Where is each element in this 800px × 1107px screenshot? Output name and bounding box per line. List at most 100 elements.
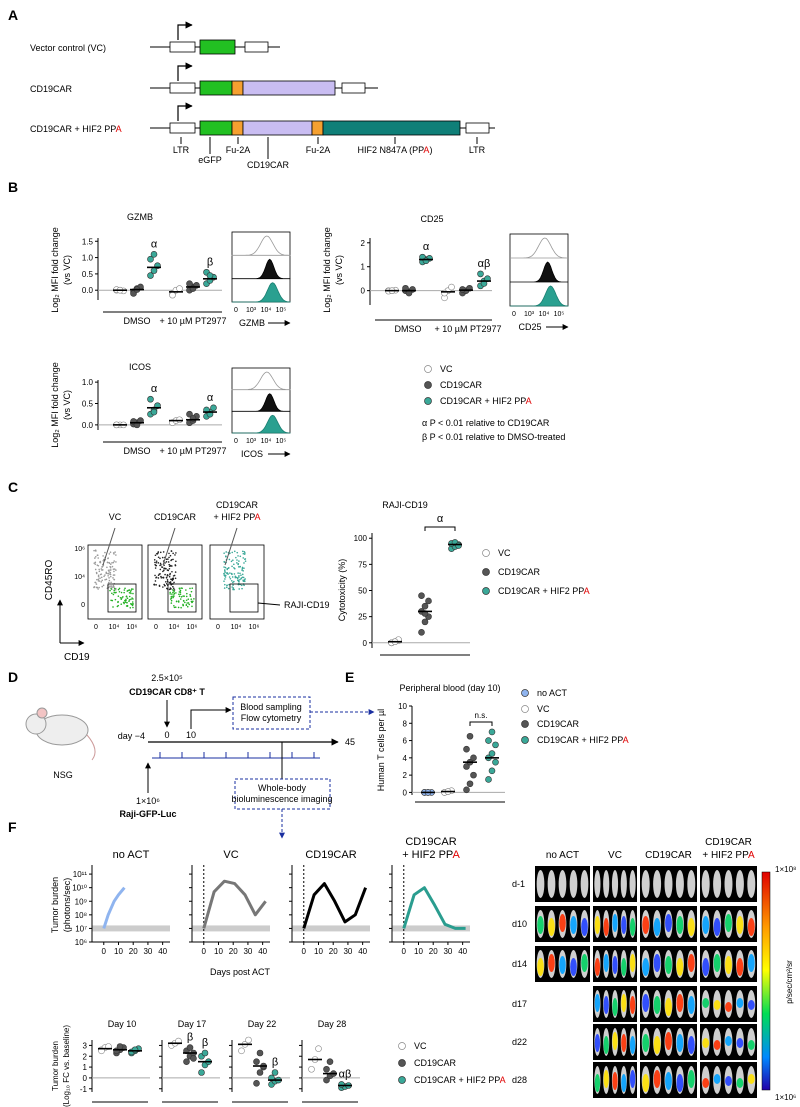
signal — [548, 918, 555, 936]
construct-element — [242, 80, 336, 96]
signal — [642, 916, 650, 934]
event-dot — [154, 554, 157, 557]
data-point — [463, 786, 470, 794]
event-dot — [94, 581, 97, 584]
event-dot — [107, 574, 109, 577]
event-dot — [165, 581, 167, 583]
scale-label: 1×10⁸ — [775, 865, 796, 874]
target-dot — [113, 589, 116, 592]
event-dot — [231, 576, 234, 578]
target-dot — [185, 599, 188, 602]
construct-annotation: HIF2 N847A (PPA) — [358, 145, 433, 155]
event-dot — [236, 562, 238, 564]
significance: αβ — [478, 258, 491, 270]
event-dot — [239, 565, 242, 568]
mouse-image — [620, 870, 627, 898]
event-dot — [172, 552, 174, 555]
construct-label: CD19CAR — [30, 84, 73, 94]
event-dot — [96, 554, 99, 557]
flow-title: + HIF2 PPA — [213, 512, 260, 522]
event-dot — [100, 568, 103, 570]
target-dot — [111, 599, 114, 602]
signal — [725, 914, 732, 932]
target-dot — [189, 593, 191, 596]
data-point — [206, 272, 214, 279]
y-tick-label: 2 — [403, 771, 408, 780]
event-dot — [94, 561, 97, 564]
data-point — [466, 780, 474, 788]
mouse-image — [580, 870, 589, 898]
y-tick-label: 4 — [403, 754, 408, 763]
signal — [629, 918, 636, 936]
baseline-band — [392, 925, 470, 932]
event-dot — [112, 574, 115, 576]
panel-letter: C — [8, 479, 18, 495]
signal — [594, 916, 601, 934]
signal — [621, 958, 627, 976]
signal — [653, 1036, 661, 1054]
event-dot — [154, 563, 156, 566]
event-dot — [100, 576, 103, 579]
signal — [687, 996, 695, 1014]
mouse-ear — [36, 707, 48, 719]
significance: α — [151, 383, 158, 395]
sampling-box — [232, 696, 311, 730]
event-dot — [165, 561, 168, 563]
event-dot — [162, 576, 164, 579]
event-dot — [158, 585, 161, 587]
data-point — [466, 732, 474, 740]
target-dot — [109, 589, 111, 592]
event-dot — [99, 561, 102, 564]
y-tick-label: 10⁶ — [75, 938, 87, 947]
target-dot — [177, 601, 180, 603]
target-dot — [172, 595, 175, 598]
y-axis-label: (vs VC) — [334, 255, 344, 285]
event-dot — [229, 577, 232, 580]
event-dot — [111, 586, 113, 589]
text-part: CD19CAR + HIF2 PP — [498, 586, 584, 596]
event-dot — [242, 580, 245, 582]
signal — [676, 1074, 684, 1092]
signal — [642, 994, 650, 1012]
event-dot — [112, 568, 115, 570]
event-dot — [98, 586, 100, 589]
flow-frame — [209, 544, 265, 620]
event-dot — [167, 561, 170, 563]
event-dot — [96, 586, 99, 589]
y-tick-label: 10⁸ — [75, 911, 87, 920]
event-dot — [155, 584, 157, 586]
pointer-line — [102, 527, 116, 566]
text-part: A — [116, 124, 122, 134]
legend-marker — [398, 1042, 406, 1050]
event-dot — [228, 583, 230, 586]
construct-element — [169, 122, 196, 134]
sampling-label: Flow cytometry — [241, 713, 302, 723]
construct-element — [169, 41, 196, 53]
target-dot — [188, 603, 191, 606]
event-dot — [112, 552, 115, 554]
y-tick-label: 1.5 — [82, 237, 94, 246]
event-dot — [228, 558, 231, 561]
legend-label: VC — [440, 364, 453, 374]
signal — [537, 958, 544, 976]
row-label: d-1 — [512, 879, 525, 889]
histogram-layer — [510, 261, 568, 283]
event-dot — [244, 552, 246, 554]
imaging-label: bioluminescence imaging — [231, 794, 332, 804]
y-tick-label: 50 — [358, 587, 367, 596]
event-dot — [163, 583, 165, 586]
y-tick-label: 1.0 — [82, 254, 94, 263]
data-point — [488, 728, 496, 736]
event-dot — [101, 585, 104, 588]
signal — [665, 1072, 672, 1090]
signal — [713, 954, 721, 972]
event-dot — [224, 578, 226, 580]
event-dot — [114, 589, 117, 591]
signal — [594, 994, 601, 1012]
target-dot — [192, 600, 194, 603]
hist-axis-label: CD25 — [518, 322, 541, 332]
target-dot — [186, 602, 188, 604]
data-point — [176, 285, 183, 292]
event-dot — [230, 579, 233, 582]
event-dot — [243, 562, 245, 564]
